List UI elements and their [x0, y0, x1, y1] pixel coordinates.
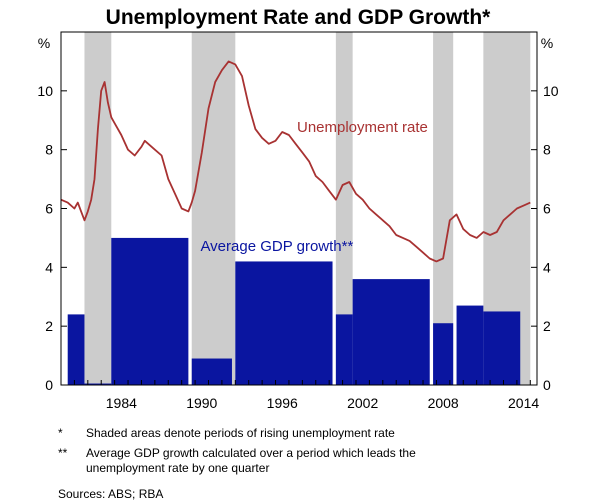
y-tick-label-left: 10 [37, 83, 53, 99]
footnote-text: Average GDP growth calculated over a per… [86, 446, 416, 475]
gdp-bar [84, 383, 112, 385]
gdp-bar [335, 314, 353, 385]
unemployment-rate-label: Unemployment rate [297, 119, 428, 136]
gdp-bar [352, 279, 430, 385]
footnote-mark: * [58, 426, 63, 440]
y-tick-label-left: 2 [45, 318, 53, 334]
footnote-1: * Shaded areas denote periods of rising … [58, 426, 558, 444]
unemployment-line [60, 60, 531, 263]
gdp-bars [67, 237, 521, 385]
x-tick-label: 1990 [186, 395, 217, 411]
gdp-bar [483, 311, 521, 385]
sources: Sources: ABS; RBA [58, 487, 164, 501]
y-tick-label-left: 6 [45, 201, 53, 217]
gdp-bar [235, 261, 333, 385]
y-tick-label-right: 2 [543, 318, 551, 334]
y-tick-label-right: 10 [543, 83, 559, 99]
chart: Unemployment Rate and GDP Growth* 0 0 2 2 4 4… [37, 6, 558, 411]
x-tick-label: 2008 [428, 395, 459, 411]
axes: 0 0 2 2 4 4 6 6 8 8 10 10 1984 1990 1996 2002 2008 2014 [37, 83, 558, 411]
chart-title: Unemployment Rate and GDP Growth* [106, 6, 491, 29]
gdp-bar [111, 237, 189, 385]
footnote-text: Shaded areas denote periods of rising un… [86, 426, 395, 440]
gdp-bar [191, 358, 232, 385]
gdp-bar [433, 323, 454, 385]
y-tick-label-right: 0 [543, 377, 551, 393]
gdp-growth-label: Average GDP growth** [200, 238, 353, 255]
y-tick-label-right: 8 [543, 142, 551, 158]
y-unit-left: % [38, 35, 50, 51]
shaded-period [433, 32, 454, 385]
footnote-mark: ** [58, 446, 68, 460]
x-tick-label: 1984 [106, 395, 137, 411]
y-tick-label-left: 4 [45, 259, 53, 275]
y-tick-label-left: 8 [45, 142, 53, 158]
gdp-bar [456, 305, 484, 385]
footnote-2: ** Average GDP growth calculated over a … [58, 446, 558, 480]
x-tick-label: 2014 [508, 395, 539, 411]
y-tick-label-right: 4 [543, 259, 551, 275]
shaded-period [191, 32, 236, 385]
shaded-period [335, 32, 353, 385]
y-tick-label-right: 6 [543, 201, 551, 217]
unemployment-line-group [60, 60, 531, 263]
y-unit-right: % [541, 35, 553, 51]
x-tick-label: 2002 [347, 395, 378, 411]
gdp-bar [67, 314, 85, 385]
x-tick-label: 1996 [267, 395, 298, 411]
y-tick-label-left: 0 [45, 377, 53, 393]
